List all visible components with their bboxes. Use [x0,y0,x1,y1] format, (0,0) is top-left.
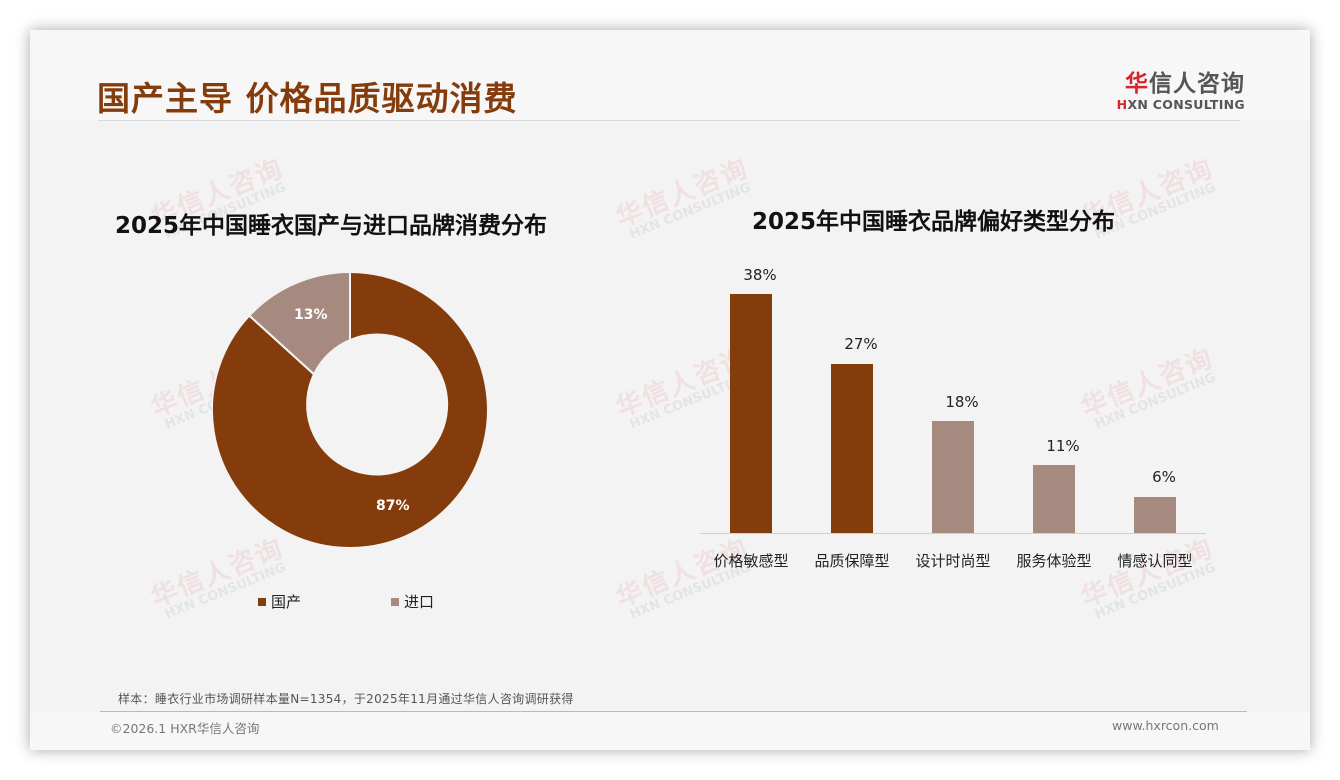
legend-swatch-imported [391,597,399,606]
copyright: ©2026.1 HXR华信人咨询 [110,721,260,736]
bar-category: 设计时尚型 [915,552,991,570]
bar-chart: 38% 价格敏感型 27% 品质保障型 18% 设计时尚型 11% 服务体验型 … [700,260,1206,590]
logo-cn-text: 信人咨询 [1149,71,1245,97]
logo-en-text: XN CONSULTING [1127,97,1245,112]
bar-category: 服务体验型 [1016,552,1092,570]
slide: 国产主导 价格品质驱动消费 华信人咨询 HXN CONSULTING 华信人咨询… [30,30,1310,750]
logo-en-accent: H [1116,97,1128,112]
footer-divider [100,711,1247,712]
legend-item-domestic: 国产 [258,591,301,612]
donut-slice-domestic[interactable] [210,270,489,549]
company-logo: 华信人咨询 HXN CONSULTING [1110,64,1245,112]
legend-label: 进口 [404,593,435,611]
donut-chart: 13% 87% [210,270,489,549]
bar-emotional-identity[interactable] [1134,497,1176,533]
logo-accent-char: 华 [1125,71,1149,97]
bar-chart-title: 2025年中国睡衣品牌偏好类型分布 [752,209,1116,235]
legend-label: 国产 [271,593,302,611]
bar-category: 价格敏感型 [713,552,789,570]
title-divider [98,120,1240,121]
bar-design-fashion[interactable] [932,421,974,533]
donut-slice-imported[interactable] [247,270,351,376]
bar-value: 6% [1152,468,1176,486]
sample-note: 样本：睡衣行业市场调研样本量N=1354，于2025年11月通过华信人咨询调研获… [118,692,574,706]
footer-band [30,712,1310,750]
legend-swatch-domestic [258,597,266,606]
bar-value: 11% [1046,437,1080,455]
bar-value: 38% [743,266,777,284]
bar-value: 27% [844,335,878,353]
bar-price-sensitive[interactable] [730,294,772,533]
logo-en: HXN CONSULTING [1110,97,1245,112]
page-title: 国产主导 价格品质驱动消费 [97,79,518,118]
bar-service-experience[interactable] [1033,465,1075,533]
donut-svg [210,270,489,549]
donut-chart-title: 2025年中国睡衣国产与进口品牌消费分布 [115,213,548,239]
website-link[interactable]: www.hxrcon.com [1112,718,1219,733]
donut-label-imported: 13% [294,307,328,323]
donut-label-domestic: 87% [376,498,410,514]
header-band [30,30,1310,120]
bar-value: 18% [945,393,979,411]
bar-category: 情感认同型 [1117,552,1193,570]
bar-category: 品质保障型 [814,552,890,570]
x-axis [700,533,1206,534]
bar-quality-assurance[interactable] [831,364,873,533]
legend-item-imported: 进口 [391,591,434,612]
logo-cn: 华信人咨询 [1110,64,1245,98]
